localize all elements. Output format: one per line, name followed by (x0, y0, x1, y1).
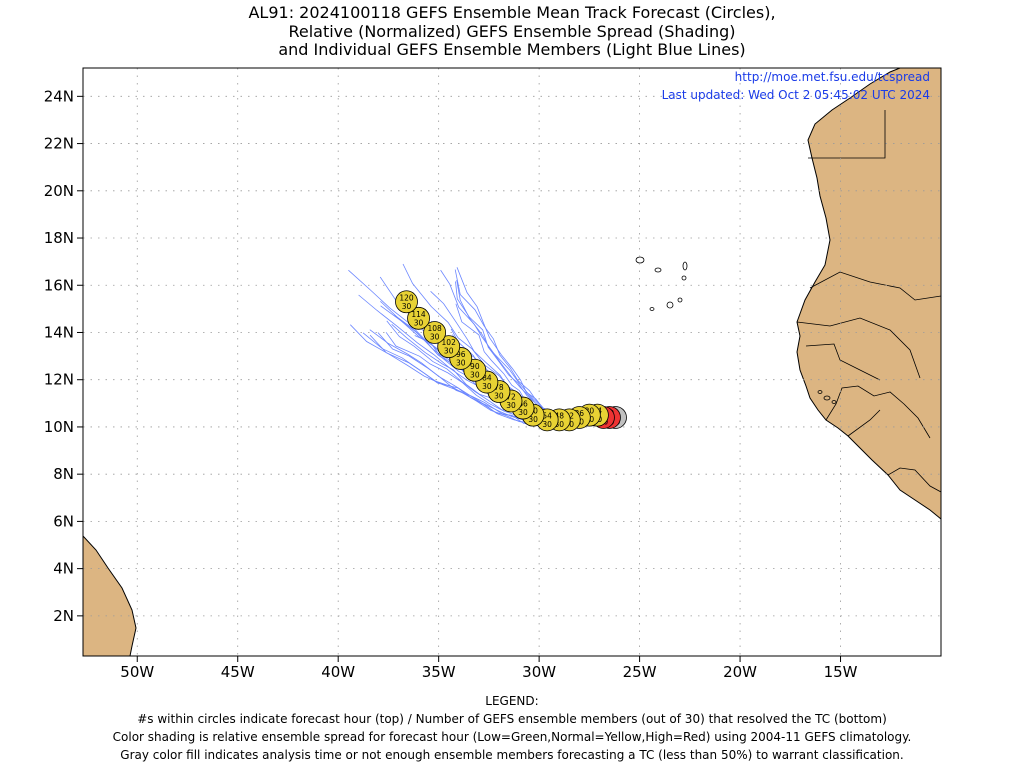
ensemble-member-lines (348, 263, 616, 429)
member-count-label: 30 (528, 415, 538, 424)
legend-line-3: Gray color fill indicates analysis time … (120, 748, 904, 762)
lon-tick-label: 25W (623, 663, 657, 681)
forecast-hour-label: 84 (482, 374, 492, 383)
mean-track-layer: 0301230183024303030363042304830543060306… (395, 290, 627, 432)
forecast-hour-label: 54 (542, 411, 552, 420)
country-border (825, 385, 931, 439)
plot-frame (82, 67, 942, 657)
legend-line-1: #s within circles indicate forecast hour… (137, 712, 887, 726)
island-outline (649, 307, 655, 311)
island-outline (823, 395, 831, 401)
legend-heading: LEGEND: (485, 694, 539, 708)
island-outline (666, 301, 674, 309)
ensemble-member-line (455, 281, 616, 419)
lat-tick-label: 12N (44, 371, 74, 389)
lon-tick-label: 45W (221, 663, 255, 681)
lat-tick-label: 14N (44, 323, 74, 341)
country-border (809, 271, 941, 301)
forecast-hour-label: 66 (518, 400, 528, 409)
title-line-3: and Individual GEFS Ensemble Members (Li… (278, 40, 746, 59)
track-circle-fill (437, 335, 461, 359)
lon-tick-label: 35W (422, 663, 456, 681)
lat-tick-label: 8N (53, 465, 74, 483)
axis-layer: 24N 22N 20N 18N 16N 14N 12N 10N 8N 6N 4N 2N 50W 45W 40… (44, 87, 858, 681)
forecast-hour-label: 90 (470, 362, 480, 371)
forecast-hour-label: 102 (442, 338, 457, 347)
lon-tick-label: 40W (321, 663, 355, 681)
member-count-label: 30 (456, 358, 466, 367)
forecast-hour-label: 78 (494, 383, 504, 392)
lat-tick-label: 4N (53, 560, 74, 578)
lon-tick-label: 15W (824, 663, 858, 681)
member-count-label: 30 (542, 420, 552, 429)
lat-tick-label: 16N (44, 276, 74, 294)
lat-tick-label: 6N (53, 512, 74, 530)
forecast-hour-label: 30 (585, 407, 595, 416)
track-circle-fill (407, 306, 430, 330)
lat-tick-label: 24N (44, 87, 74, 105)
lat-tick-label: 2N (53, 607, 74, 625)
track-circle-fill (395, 290, 418, 314)
lon-tick-label: 50W (120, 663, 154, 681)
legend-line-2: Color shading is relative ensemble sprea… (112, 730, 912, 744)
forecast-hour-label: 120 (399, 293, 414, 302)
lon-tick-label: 20W (723, 663, 757, 681)
member-count-label: 30 (444, 347, 454, 356)
land-layer (83, 68, 941, 656)
lat-tick-label: 18N (44, 229, 74, 247)
country-border (808, 110, 886, 159)
country-border (847, 409, 881, 437)
member-count-label: 30 (470, 370, 480, 379)
map-layer: 0301230183024303030363042304830543060306… (83, 68, 941, 656)
source-url-link[interactable]: http://moe.met.fsu.edu/tcspread (735, 70, 930, 84)
lat-tick-label: 22N (44, 135, 74, 153)
member-count-label: 30 (506, 401, 516, 410)
island-outline (831, 400, 837, 404)
lon-tick-label: 30W (522, 663, 556, 681)
lat-tick-label: 10N (44, 418, 74, 436)
island-outline (817, 390, 823, 394)
member-count-label: 30 (482, 382, 492, 391)
lat-tick-label: 20N (44, 182, 74, 200)
last-updated-text: Last updated: Wed Oct 2 05:45:02 UTC 202… (662, 88, 930, 102)
africa-land (796, 68, 941, 520)
member-count-label: 30 (414, 318, 424, 327)
track-circle-fill (423, 321, 447, 344)
member-count-label: 30 (402, 302, 412, 311)
member-count-label: 30 (518, 408, 528, 417)
country-border (887, 467, 941, 493)
forecast-hour-label: 96 (456, 350, 466, 359)
country-border (796, 317, 921, 379)
title-line-1: AL91: 2024100118 GEFS Ensemble Mean Trac… (248, 3, 776, 22)
island-outline (635, 256, 645, 264)
island-outline (654, 267, 662, 273)
member-count-label: 30 (554, 420, 564, 429)
forecast-hour-label: 48 (554, 411, 564, 420)
country-border (805, 343, 881, 381)
south-america-land (83, 535, 137, 656)
member-count-label: 30 (494, 392, 504, 401)
island-outline (681, 275, 687, 281)
forecast-hour-label: 36 (575, 409, 585, 418)
forecast-hour-label: 108 (427, 324, 442, 333)
member-count-label: 30 (430, 332, 440, 341)
island-outline (677, 297, 683, 303)
title-line-2: Relative (Normalized) GEFS Ensemble Spre… (288, 22, 736, 41)
ensemble-member-line (454, 269, 616, 419)
grid-layer (83, 68, 941, 656)
forecast-hour-label: 114 (411, 310, 426, 319)
island-outline (682, 261, 688, 271)
forecast-hour-label: 72 (506, 392, 516, 401)
